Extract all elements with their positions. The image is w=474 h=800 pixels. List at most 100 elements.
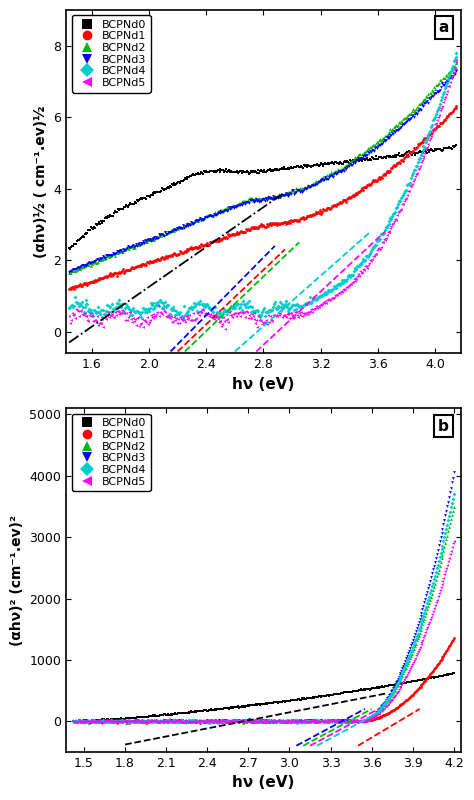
BCPNd1 — [200, 238, 208, 251]
BCPNd1 — [149, 715, 157, 728]
BCPNd5 — [231, 307, 239, 320]
BCPNd2 — [327, 168, 334, 181]
BCPNd2 — [178, 715, 186, 728]
BCPNd4 — [245, 295, 253, 308]
BCPNd3 — [182, 717, 190, 730]
BCPNd1 — [206, 236, 214, 249]
BCPNd0 — [402, 147, 410, 160]
BCPNd4 — [369, 241, 377, 254]
BCPNd2 — [440, 71, 447, 84]
BCPNd5 — [196, 304, 204, 317]
BCPNd2 — [274, 714, 282, 727]
BCPNd5 — [294, 714, 302, 727]
BCPNd1 — [95, 715, 102, 728]
BCPNd5 — [183, 715, 191, 728]
BCPNd5 — [123, 715, 130, 728]
BCPNd0 — [252, 164, 259, 177]
BCPNd0 — [213, 164, 220, 177]
BCPNd1 — [152, 714, 160, 727]
BCPNd0 — [210, 703, 218, 716]
BCPNd1 — [159, 252, 167, 265]
BCPNd0 — [268, 696, 275, 709]
BCPNd2 — [263, 715, 271, 728]
BCPNd5 — [126, 714, 133, 727]
BCPNd2 — [416, 98, 423, 110]
BCPNd3 — [153, 231, 160, 244]
BCPNd5 — [174, 714, 182, 727]
BCPNd4 — [91, 304, 98, 317]
BCPNd3 — [388, 129, 395, 142]
BCPNd3 — [152, 714, 160, 727]
BCPNd0 — [254, 167, 261, 180]
BCPNd0 — [375, 682, 383, 694]
BCPNd0 — [82, 226, 90, 239]
BCPNd1 — [232, 714, 240, 727]
BCPNd3 — [341, 162, 348, 174]
BCPNd5 — [246, 714, 254, 727]
BCPNd5 — [97, 716, 104, 729]
BCPNd3 — [210, 715, 217, 728]
BCPNd2 — [301, 714, 309, 727]
BCPNd5 — [416, 160, 423, 173]
BCPNd4 — [276, 715, 284, 728]
BCPNd0 — [222, 702, 229, 714]
BCPNd1 — [82, 276, 90, 289]
BCPNd5 — [199, 304, 207, 317]
BCPNd0 — [132, 196, 140, 209]
BCPNd3 — [405, 114, 413, 126]
BCPNd2 — [222, 715, 229, 728]
BCPNd4 — [273, 714, 281, 727]
BCPNd0 — [229, 166, 237, 178]
BCPNd2 — [67, 267, 75, 280]
BCPNd3 — [405, 645, 413, 658]
BCPNd4 — [237, 714, 245, 727]
BCPNd2 — [356, 714, 363, 727]
BCPNd2 — [70, 264, 78, 277]
BCPNd0 — [220, 702, 228, 714]
BCPNd3 — [358, 152, 366, 165]
BCPNd5 — [381, 702, 388, 714]
BCPNd5 — [311, 715, 319, 728]
BCPNd1 — [365, 179, 372, 192]
BCPNd1 — [354, 715, 361, 728]
BCPNd5 — [403, 189, 411, 202]
BCPNd3 — [447, 486, 454, 498]
BCPNd3 — [271, 190, 279, 203]
BCPNd0 — [128, 198, 135, 210]
BCPNd2 — [208, 208, 216, 221]
BCPNd5 — [431, 598, 438, 611]
BCPNd3 — [162, 227, 170, 240]
BCPNd2 — [149, 714, 157, 727]
BCPNd3 — [367, 710, 374, 723]
BCPNd2 — [338, 162, 346, 175]
BCPNd4 — [208, 716, 215, 729]
BCPNd0 — [272, 163, 280, 176]
BCPNd1 — [134, 715, 142, 728]
BCPNd2 — [419, 618, 426, 630]
BCPNd0 — [236, 701, 244, 714]
BCPNd5 — [427, 610, 435, 623]
BCPNd2 — [212, 207, 219, 220]
BCPNd3 — [156, 715, 164, 728]
BCPNd4 — [123, 714, 130, 727]
BCPNd4 — [408, 169, 416, 182]
BCPNd2 — [273, 716, 280, 729]
BCPNd5 — [65, 310, 73, 323]
BCPNd4 — [156, 716, 164, 729]
BCPNd0 — [205, 166, 213, 178]
BCPNd5 — [190, 715, 197, 728]
BCPNd1 — [319, 715, 327, 728]
BCPNd4 — [373, 234, 381, 247]
BCPNd1 — [388, 705, 396, 718]
BCPNd5 — [401, 673, 408, 686]
BCPNd3 — [323, 173, 330, 186]
BCPNd0 — [348, 154, 356, 167]
BCPNd2 — [100, 714, 108, 727]
BCPNd5 — [441, 568, 448, 581]
BCPNd1 — [97, 714, 104, 727]
BCPNd2 — [363, 714, 371, 726]
BCPNd0 — [369, 682, 376, 694]
BCPNd4 — [132, 305, 140, 318]
BCPNd3 — [360, 149, 368, 162]
BCPNd3 — [439, 79, 447, 92]
